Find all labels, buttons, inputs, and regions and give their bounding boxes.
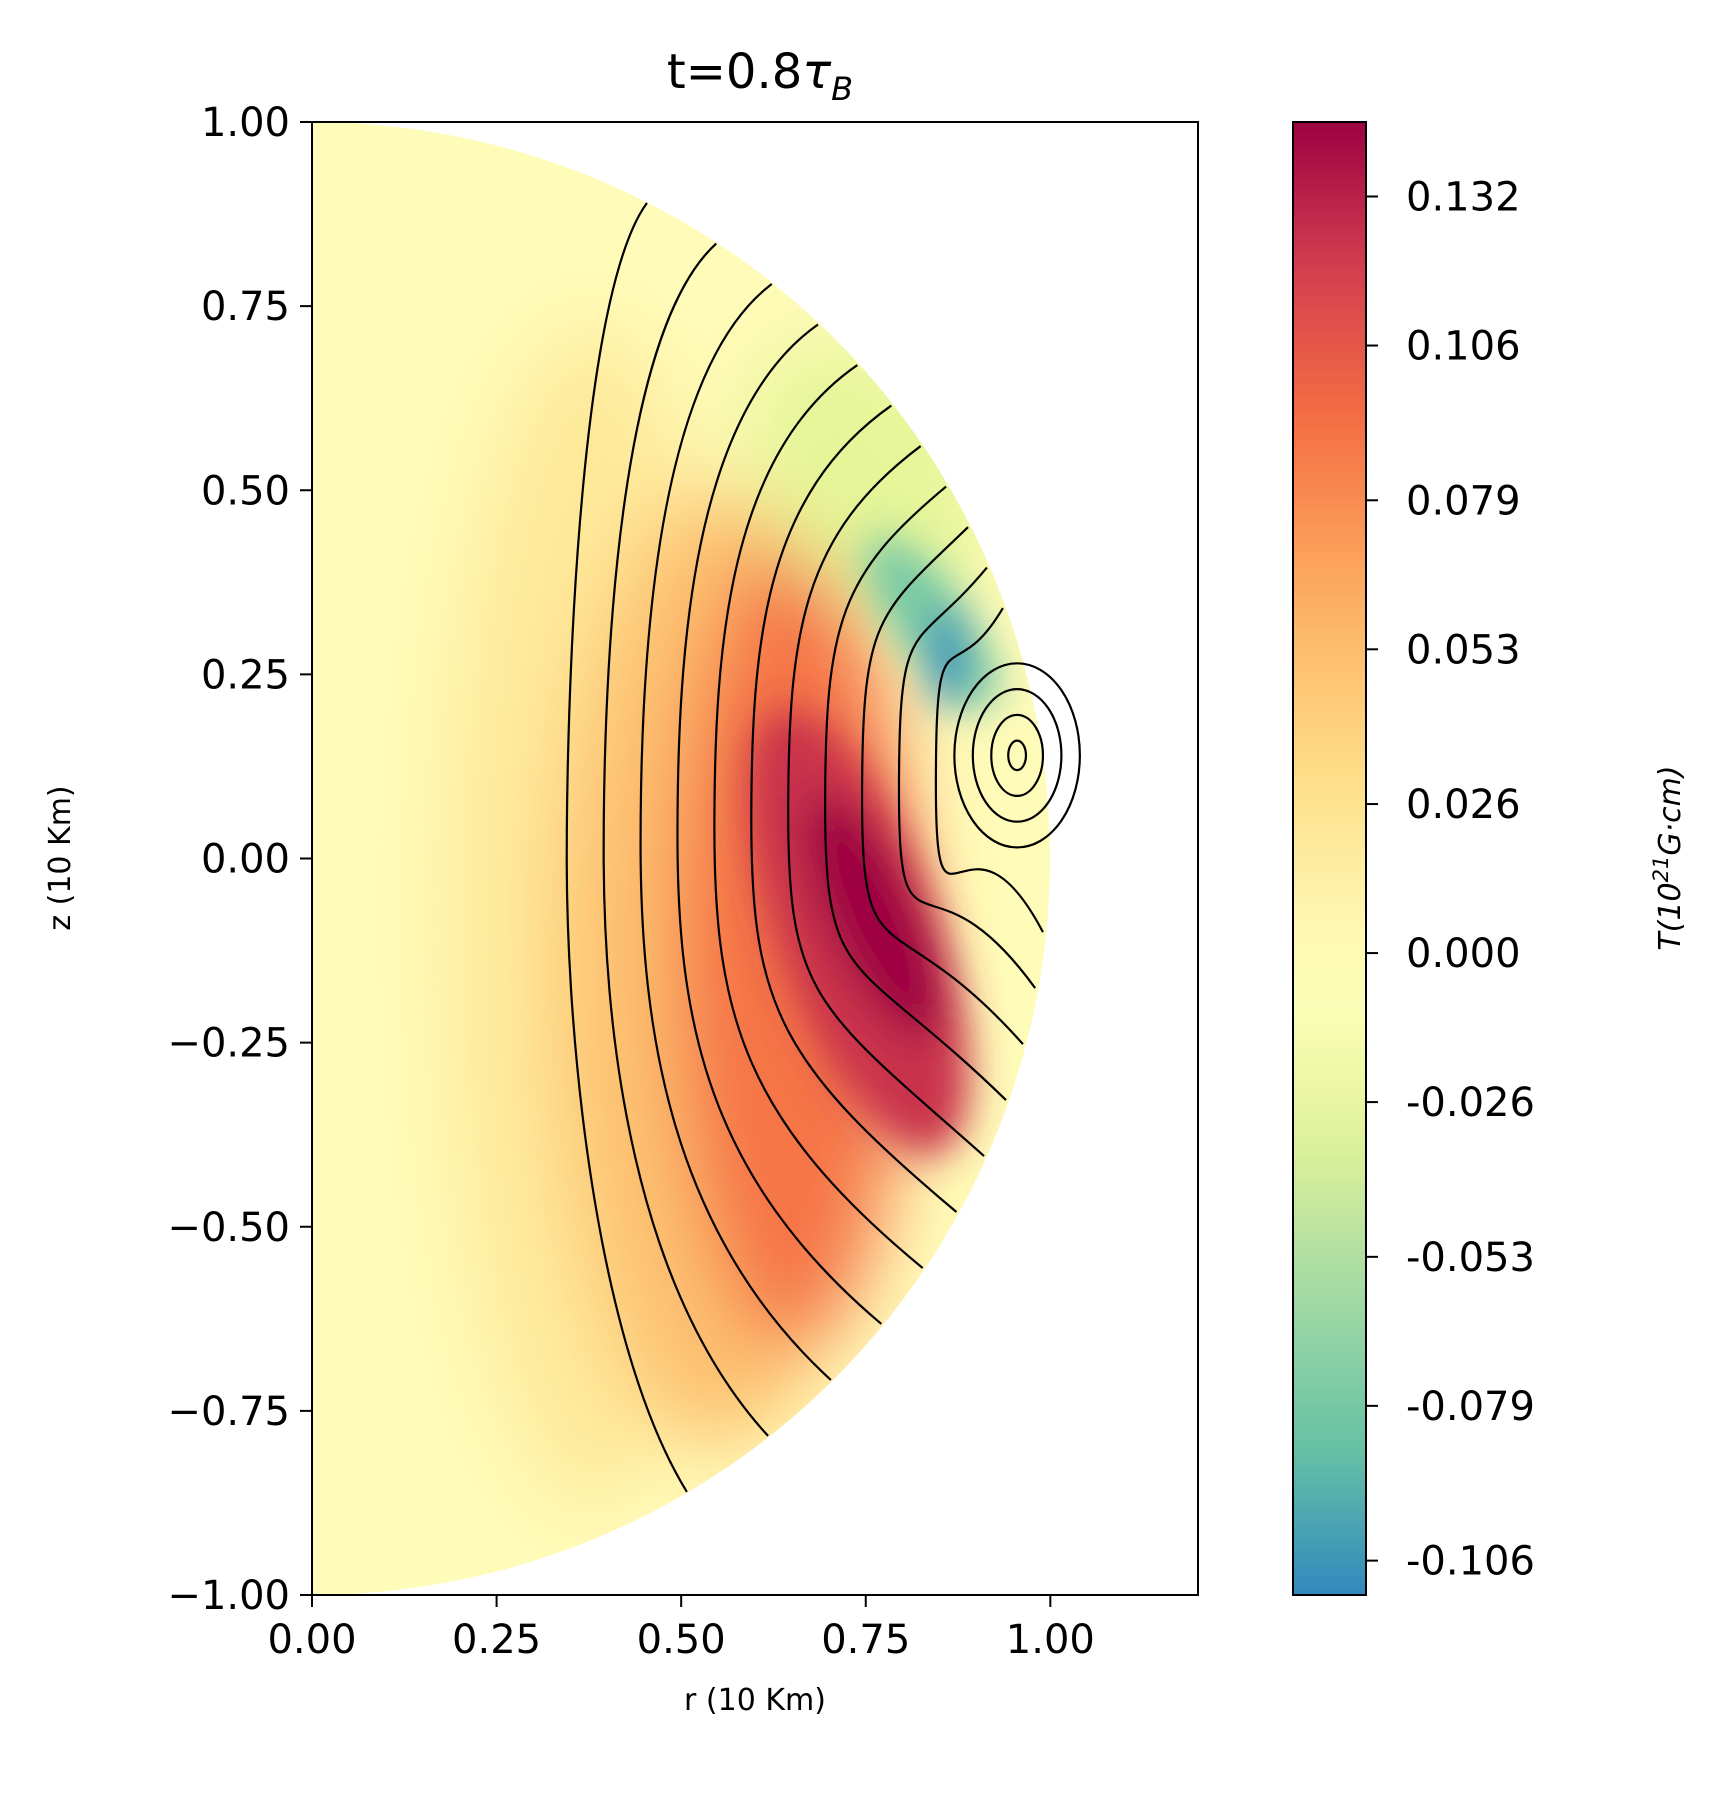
x-tick-label: 0.75 — [821, 1617, 910, 1663]
colorbar — [1292, 121, 1367, 1596]
y-tick-label: 0.25 — [201, 652, 290, 698]
contour-line — [676, 323, 883, 1325]
contour-line — [565, 202, 688, 1493]
y-tick-label: −0.50 — [167, 1205, 290, 1251]
contour-line — [824, 485, 1007, 1101]
colorbar-tick-label: -0.079 — [1406, 1384, 1535, 1430]
contour-line — [602, 242, 769, 1437]
colorbar-tick-label: -0.106 — [1406, 1539, 1535, 1585]
contour-line — [639, 283, 832, 1381]
contour-line — [787, 445, 985, 1157]
colorbar-tick-label: 0.000 — [1406, 931, 1521, 977]
chart-title: t=0.8τB — [667, 44, 853, 108]
y-tick-label: 0.75 — [201, 284, 290, 330]
contour-line — [860, 526, 1024, 1045]
contour-lines — [565, 202, 1081, 1493]
colorbar-tick-label: -0.053 — [1406, 1235, 1535, 1281]
x-axis-label: r (10 Km) — [684, 1683, 826, 1718]
colorbar-tick-label: 0.106 — [1406, 324, 1521, 370]
x-tick-label: 0.50 — [637, 1617, 726, 1663]
colorbar-label: T(1021G·cm) — [1649, 765, 1688, 950]
contour-line — [897, 566, 1037, 989]
x-tick-label: 0.25 — [452, 1617, 541, 1663]
contour-line — [934, 607, 1044, 933]
colorbar-tick-label: 0.026 — [1406, 782, 1521, 828]
x-axis: 0.00 0.25 0.50 0.75 1.00 — [267, 1595, 1095, 1663]
y-axis: 1.00 0.75 0.50 0.25 0.00 −0.25 −0.50 −0.75 −1.00 — [167, 100, 312, 1619]
y-tick-label: −1.00 — [167, 1573, 290, 1619]
contour-line — [750, 404, 958, 1213]
y-tick-label: −0.25 — [167, 1021, 290, 1067]
colorbar-tick-label: 0.053 — [1406, 627, 1521, 673]
x-tick-label: 0.00 — [267, 1617, 356, 1663]
y-axis-label: z (10 Km) — [43, 785, 78, 930]
colorbar-tick-label: 0.079 — [1406, 478, 1521, 524]
contour-loop — [1007, 739, 1028, 772]
y-tick-label: 0.50 — [201, 468, 290, 514]
heatmap — [312, 122, 1051, 1595]
y-tick-label: −0.75 — [167, 1389, 290, 1435]
contour-loop — [971, 688, 1063, 823]
y-tick-label: 0.00 — [201, 837, 290, 883]
colorbar-tick-label: 0.132 — [1406, 175, 1521, 221]
contour-loop — [953, 662, 1081, 849]
y-tick-label: 1.00 — [201, 100, 290, 146]
colorbar-ticks: 0.132 0.106 0.079 0.053 0.026 0.000 -0.026 -0.0… — [1366, 175, 1535, 1585]
colorbar-tick-label: -0.026 — [1406, 1080, 1535, 1126]
x-tick-label: 1.00 — [1006, 1617, 1095, 1663]
contour-loop — [990, 713, 1045, 797]
contour-line — [713, 364, 924, 1269]
